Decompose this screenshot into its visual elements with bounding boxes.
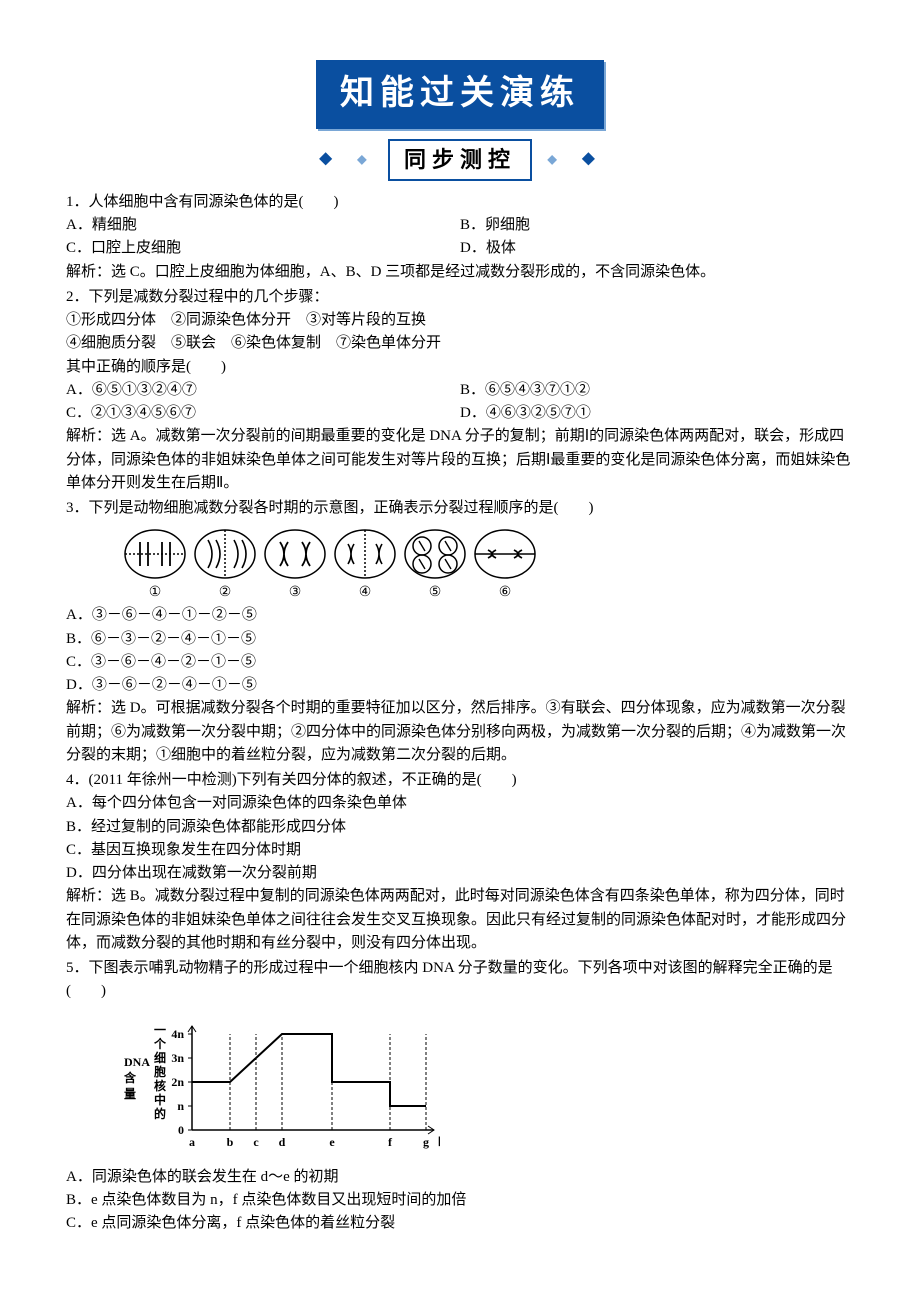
subtitle-wrap: ◆ ◆ 同步测控 ◆ ◆	[66, 139, 854, 181]
svg-text:胞: 胞	[154, 1064, 166, 1079]
svg-text:③: ③	[289, 585, 302, 600]
diamond-icon: ◆	[319, 147, 337, 172]
q2-option-b: B．⑥⑤④③⑦①②	[460, 379, 854, 402]
svg-text:f: f	[388, 1135, 393, 1149]
q2-option-d: D．④⑥③②⑤⑦①	[460, 402, 854, 425]
q3-explanation: 解析：选 D。可根据减数分裂各个时期的重要特征加以区分，然后排序。③有联会、四分…	[66, 697, 854, 767]
q5-stem: 5．下图表示哺乳动物精子的形成过程中一个细胞核内 DNA 分子数量的变化。下列各…	[66, 957, 854, 1004]
page-banner: 知能过关演练	[316, 60, 604, 129]
svg-text:细: 细	[154, 1050, 166, 1065]
q3-option-c: C．③－⑥－④－②－①－⑤	[66, 651, 854, 674]
q4-option-c: C．基因互换现象发生在四分体时期	[66, 839, 854, 862]
svg-text:个: 个	[153, 1036, 167, 1051]
svg-text:a: a	[189, 1135, 195, 1149]
svg-text:②: ②	[219, 585, 232, 600]
q4-option-d: D．四分体出现在减数第一次分裂前期	[66, 862, 854, 885]
q2-option-a: A．⑥⑤①③②④⑦	[66, 379, 460, 402]
q2-ask: 其中正确的顺序是( )	[66, 356, 854, 379]
q5-option-c: C．e 点同源染色体分离，f 点染色体的着丝粒分裂	[66, 1212, 854, 1235]
q3-cells-diagram: ① ② ③ ④ ⑤ ⑥	[120, 524, 550, 602]
svg-text:量: 量	[124, 1087, 136, 1101]
q1-option-d: D．极体	[460, 237, 854, 260]
svg-text:c: c	[253, 1135, 259, 1149]
q1-stem: 1．人体细胞中含有同源染色体的是( )	[66, 191, 854, 214]
svg-text:的: 的	[154, 1106, 166, 1121]
q5-option-a: A．同源染色体的联会发生在 d～e 的初期	[66, 1166, 854, 1189]
svg-text:含: 含	[124, 1070, 137, 1085]
svg-text:⑥: ⑥	[499, 585, 512, 600]
svg-text:核: 核	[154, 1078, 166, 1093]
svg-text:b: b	[227, 1135, 234, 1149]
section-subtitle: 同步测控	[388, 139, 532, 181]
q2-option-c: C．②①③④⑤⑥⑦	[66, 402, 460, 425]
svg-text:①: ①	[149, 585, 162, 600]
q5-option-b: B．e 点染色体数目为 n，f 点染色体数目又出现短时间的加倍	[66, 1189, 854, 1212]
q5-dna-chart: 0 n 2n 3n 4n 一个细胞核中的 DNA含量 a b c d e f g 时间	[120, 1010, 440, 1160]
svg-text:4n: 4n	[171, 1027, 184, 1041]
q4-option-b: B．经过复制的同源染色体都能形成四分体	[66, 816, 854, 839]
svg-text:e: e	[329, 1135, 335, 1149]
svg-text:2n: 2n	[171, 1075, 184, 1089]
q3-option-b: B．⑥－③－②－④－①－⑤	[66, 628, 854, 651]
q2-stem: 2．下列是减数分裂过程中的几个步骤：	[66, 286, 854, 309]
q4-option-a: A．每个四分体包含一对同源染色体的四条染色单体	[66, 792, 854, 815]
q2-explanation: 解析：选 A。减数第一次分裂前的间期最重要的变化是 DNA 分子的复制；前期Ⅰ的…	[66, 425, 854, 495]
svg-text:时间: 时间	[438, 1134, 440, 1149]
svg-text:d: d	[279, 1135, 286, 1149]
svg-text:n: n	[177, 1099, 184, 1113]
svg-text:④: ④	[359, 585, 372, 600]
q1-option-b: B．卵细胞	[460, 214, 854, 237]
q3-option-d: D．③－⑥－②－④－①－⑤	[66, 674, 854, 697]
q2-line2: ④细胞质分裂 ⑤联会 ⑥染色体复制 ⑦染色单体分开	[66, 332, 854, 355]
q1-option-c: C．口腔上皮细胞	[66, 237, 460, 260]
q4-explanation: 解析：选 B。减数分裂过程中复制的同源染色体两两配对，此时每对同源染色体含有四条…	[66, 885, 854, 955]
svg-text:中: 中	[154, 1092, 166, 1107]
q3-option-a: A．③－⑥－④－①－②－⑤	[66, 604, 854, 627]
q4-stem: 4．(2011 年徐州一中检测)下列有关四分体的叙述，不正确的是( )	[66, 769, 854, 792]
q2-line1: ①形成四分体 ②同源染色体分开 ③对等片段的互换	[66, 309, 854, 332]
svg-text:一: 一	[154, 1023, 166, 1037]
svg-text:DNA: DNA	[124, 1055, 150, 1069]
diamond-icon: ◆	[582, 147, 600, 172]
banner-wrap: 知能过关演练	[66, 60, 854, 129]
diamond-small-icon: ◆	[357, 150, 372, 169]
svg-text:g: g	[423, 1135, 429, 1149]
q3-stem: 3．下列是动物细胞减数分裂各时期的示意图，正确表示分裂过程顺序的是( )	[66, 497, 854, 520]
svg-text:3n: 3n	[171, 1051, 184, 1065]
svg-text:⑤: ⑤	[429, 585, 442, 600]
svg-text:0: 0	[178, 1123, 184, 1137]
diamond-small-icon: ◆	[548, 150, 563, 169]
q1-option-a: A．精细胞	[66, 214, 460, 237]
q1-explanation: 解析：选 C。口腔上皮细胞为体细胞，A、B、D 三项都是经过减数分裂形成的，不含…	[66, 261, 854, 284]
